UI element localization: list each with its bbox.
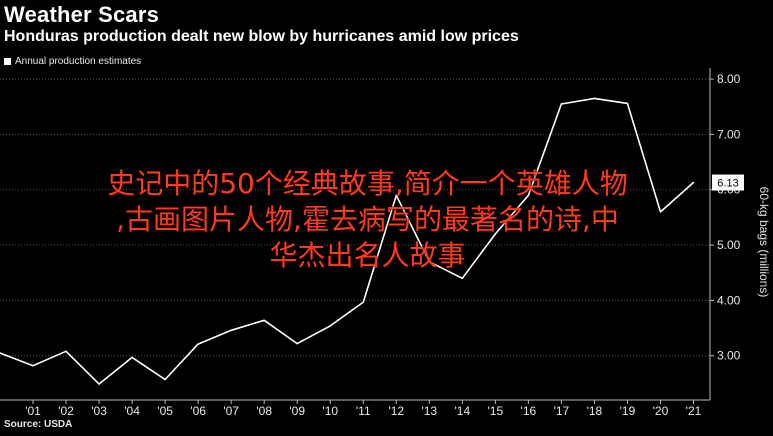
data-point bbox=[692, 181, 695, 184]
series-line bbox=[0, 97, 695, 385]
data-point bbox=[131, 356, 133, 359]
data-point bbox=[230, 329, 232, 332]
x-tick-label: '16 bbox=[521, 404, 537, 418]
x-tick-label: '11 bbox=[356, 404, 371, 418]
data-point bbox=[197, 343, 199, 345]
data-point bbox=[32, 364, 34, 367]
y-tick-label: 7.00 bbox=[717, 127, 741, 141]
x-tick-label: '05 bbox=[157, 404, 173, 418]
x-tick-label: '08 bbox=[256, 404, 272, 418]
y-tick-label: 4.00 bbox=[717, 293, 741, 307]
y-tick-label: 3.00 bbox=[717, 349, 741, 363]
y-tick-label: 5.00 bbox=[717, 238, 741, 252]
data-point bbox=[362, 301, 365, 303]
y-tick-label: 8.00 bbox=[717, 72, 741, 86]
x-tick-label: '02 bbox=[58, 404, 74, 418]
data-point bbox=[263, 319, 265, 322]
source-note: Source: USDA bbox=[4, 419, 73, 430]
x-tick-label: '18 bbox=[587, 404, 603, 418]
legend-label: Annual production estimates bbox=[15, 56, 142, 67]
data-point bbox=[0, 352, 1, 354]
series-layer bbox=[0, 97, 695, 385]
y-axis-label: 60-kg bags (millions) bbox=[757, 187, 771, 298]
data-point bbox=[329, 325, 332, 327]
last-value-box bbox=[712, 174, 744, 191]
data-point bbox=[527, 194, 530, 197]
x-tick-label: '15 bbox=[488, 404, 504, 418]
overlay-line-2: ,古画图片人物,霍去病写的最著名的诗,中 bbox=[116, 203, 619, 236]
data-point bbox=[428, 260, 431, 263]
data-point bbox=[296, 342, 299, 345]
x-tick-label: '10 bbox=[322, 404, 338, 418]
x-tick-label: '21 bbox=[686, 404, 702, 418]
x-tick-label: '04 bbox=[124, 404, 140, 418]
x-tick-label: '03 bbox=[91, 404, 107, 418]
chart-subtitle: Honduras production dealt new blow by hu… bbox=[4, 28, 519, 45]
data-point bbox=[659, 211, 662, 213]
data-point bbox=[65, 350, 67, 353]
data-point bbox=[494, 233, 497, 235]
overlay-line-1: 史记中的50个经典故事,简介一个英雄人物 bbox=[107, 167, 628, 200]
y-axis: 3.004.005.006.007.008.006.13 bbox=[709, 68, 744, 400]
legend-swatch bbox=[4, 58, 11, 65]
x-tick-label: '12 bbox=[388, 404, 404, 418]
x-axis: '01 '02 '03 '04 '05 '06 '07 '08 '09 '10 '11 '12 '13 '… bbox=[0, 399, 710, 418]
data-point bbox=[395, 194, 398, 197]
last-value-label: 6.13 bbox=[717, 178, 738, 190]
data-point bbox=[98, 383, 100, 385]
x-tick-label: '17 bbox=[554, 404, 570, 418]
x-tick-label: '06 bbox=[190, 404, 206, 418]
chart-title: Weather Scars bbox=[4, 2, 160, 27]
data-point bbox=[560, 103, 563, 105]
data-point bbox=[626, 102, 629, 105]
x-tick-label: '09 bbox=[289, 404, 305, 418]
overlay-text: 史记中的50个经典故事,简介一个英雄人物 ,古画图片人物,霍去病写的最著名的诗,… bbox=[0, 166, 735, 274]
legend: Annual production estimates bbox=[4, 56, 141, 67]
x-tick-label: '01 bbox=[25, 404, 41, 418]
x-tick-label: '14 bbox=[455, 404, 471, 418]
data-point bbox=[593, 97, 596, 100]
x-tick-label: '13 bbox=[421, 404, 437, 418]
x-tick-label: '07 bbox=[223, 404, 239, 418]
overlay-line-3: 华杰出名人故事 bbox=[269, 239, 466, 272]
data-point bbox=[164, 378, 166, 381]
gridlines bbox=[0, 78, 710, 357]
data-point bbox=[461, 277, 464, 280]
x-tick-label: '19 bbox=[620, 404, 636, 418]
x-tick-label: '20 bbox=[653, 404, 669, 418]
